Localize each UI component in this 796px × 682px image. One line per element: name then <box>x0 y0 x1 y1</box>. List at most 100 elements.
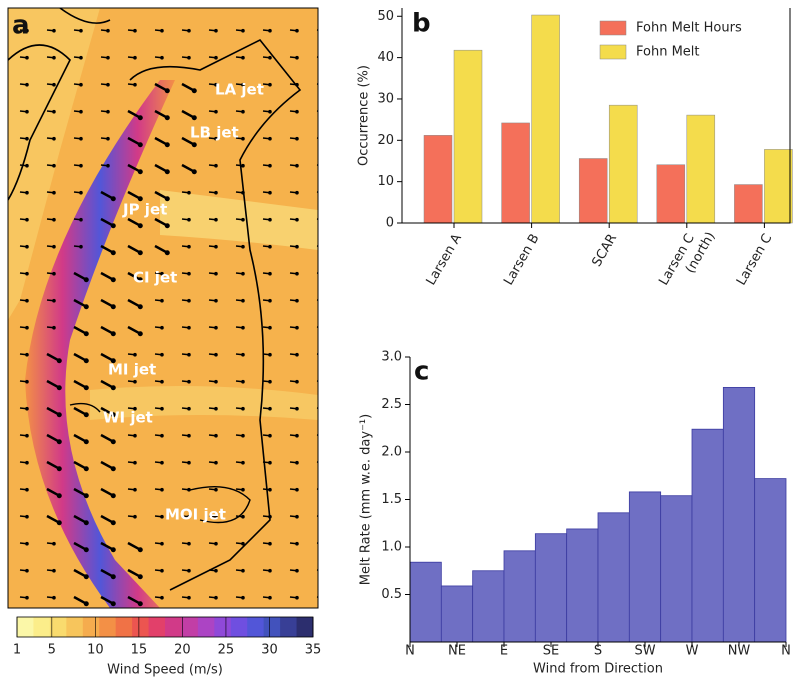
wind-arrowhead <box>110 250 116 256</box>
wind-arrowhead <box>56 520 62 526</box>
wind-arrowhead <box>295 136 299 141</box>
jet-label: MI jet <box>108 361 156 379</box>
wind-arrowhead <box>214 433 218 438</box>
x-tick-label: Larsen C <box>734 231 775 288</box>
bar <box>578 158 608 224</box>
colorbar-swatch <box>49 617 67 637</box>
coastline <box>8 8 111 201</box>
wind-arrowhead <box>52 541 56 546</box>
wind-arrowhead <box>241 55 245 60</box>
wind-arrowhead <box>268 136 272 141</box>
colorbar-swatch <box>33 617 51 637</box>
jet-label: MOI jet <box>165 506 226 524</box>
wind-arrowhead <box>79 109 83 114</box>
wind-arrowhead <box>133 487 137 492</box>
colorbar-swatch <box>230 617 248 637</box>
wind-arrowhead <box>191 169 197 175</box>
wind-arrowhead <box>214 298 218 303</box>
wind-arrowhead <box>133 460 137 465</box>
wind-arrowhead <box>25 298 29 303</box>
colorbar-tick-label: 20 <box>174 643 191 658</box>
y-tick-label: 30 <box>377 91 394 106</box>
wind-arrowhead <box>295 271 299 276</box>
wind-arrowhead <box>79 244 83 249</box>
wind-arrowhead <box>137 547 143 553</box>
wind-arrowhead <box>106 163 110 168</box>
wind-arrowhead <box>268 433 272 438</box>
wind-arrowhead <box>52 163 56 168</box>
wind-arrowhead <box>137 304 143 310</box>
wind-arrowhead <box>110 439 116 445</box>
wind-arrowhead <box>164 169 170 175</box>
wind-arrowhead <box>187 217 191 222</box>
wind-arrowhead <box>52 568 56 573</box>
wind-arrowhead <box>295 217 299 222</box>
wind-arrowhead <box>52 325 56 330</box>
wind-arrowhead <box>110 493 116 499</box>
wind-arrowhead <box>110 466 116 472</box>
bar <box>472 570 505 643</box>
colorbar-swatch <box>214 617 232 637</box>
wind-arrowhead <box>241 514 245 519</box>
wind-arrowhead <box>187 514 191 519</box>
wind-arrowhead <box>214 109 218 114</box>
wind-arrowhead <box>322 380 326 384</box>
wind-arrowhead <box>214 136 218 141</box>
x-tick-label: SE <box>543 644 559 659</box>
wind-arrowhead <box>187 460 191 465</box>
bar <box>453 49 483 224</box>
wind-arrowhead <box>322 137 326 141</box>
wind-arrowhead <box>160 271 164 276</box>
wind-arrowhead <box>187 55 191 60</box>
wind-arrowhead <box>187 487 191 492</box>
wind-arrowhead <box>322 164 326 168</box>
axes <box>401 8 791 224</box>
jet-label: CI jet <box>133 269 177 287</box>
wind-arrowhead <box>241 163 245 168</box>
colorbar-swatch <box>115 617 133 637</box>
wind-arrowhead <box>241 460 245 465</box>
wind-arrowhead <box>322 434 326 438</box>
wind-arrowhead <box>25 487 29 492</box>
wind-arrowhead <box>137 142 143 148</box>
wind-arrowhead <box>164 88 170 94</box>
wind-arrowhead <box>83 385 89 391</box>
wind-arrowhead <box>241 136 245 141</box>
wind-arrowhead <box>25 163 29 168</box>
wind-arrowhead <box>56 466 62 472</box>
map-frame <box>7 7 319 609</box>
bar <box>628 491 662 643</box>
wind-arrowhead <box>187 190 191 195</box>
wind-arrowhead <box>295 163 299 168</box>
wind-arrowhead <box>110 601 116 607</box>
wind-arrowhead <box>106 55 110 60</box>
wind-arrowhead <box>241 82 245 87</box>
wind-arrowhead <box>25 271 29 276</box>
wind-arrowhead <box>52 136 56 141</box>
wind-arrowhead <box>214 190 218 195</box>
wind-arrowhead <box>137 196 143 202</box>
wind-arrowhead <box>83 304 89 310</box>
wind-arrowhead <box>268 298 272 303</box>
wind-arrowhead <box>241 406 245 411</box>
wind-arrowhead <box>214 514 218 519</box>
wind-arrowhead <box>295 514 299 519</box>
wind-arrowhead <box>295 487 299 492</box>
wind-arrowhead <box>268 109 272 114</box>
wind-arrowhead <box>268 514 272 519</box>
wind-arrowhead <box>268 460 272 465</box>
wind-arrowhead <box>160 568 164 573</box>
panel-label: c <box>414 357 429 387</box>
wind-arrowhead <box>52 109 56 114</box>
bar <box>423 135 453 224</box>
axes <box>409 357 786 643</box>
wind-arrowhead <box>191 115 197 121</box>
x-axis-label: Wind from Direction <box>533 662 663 677</box>
wind-arrowhead <box>322 218 326 222</box>
wind-arrowhead <box>25 109 29 114</box>
wind-arrowhead <box>83 412 89 418</box>
wind-arrowhead <box>295 541 299 546</box>
wind-arrowhead <box>295 28 299 33</box>
wind-arrowhead <box>322 29 326 33</box>
wind-arrowhead <box>164 115 170 121</box>
